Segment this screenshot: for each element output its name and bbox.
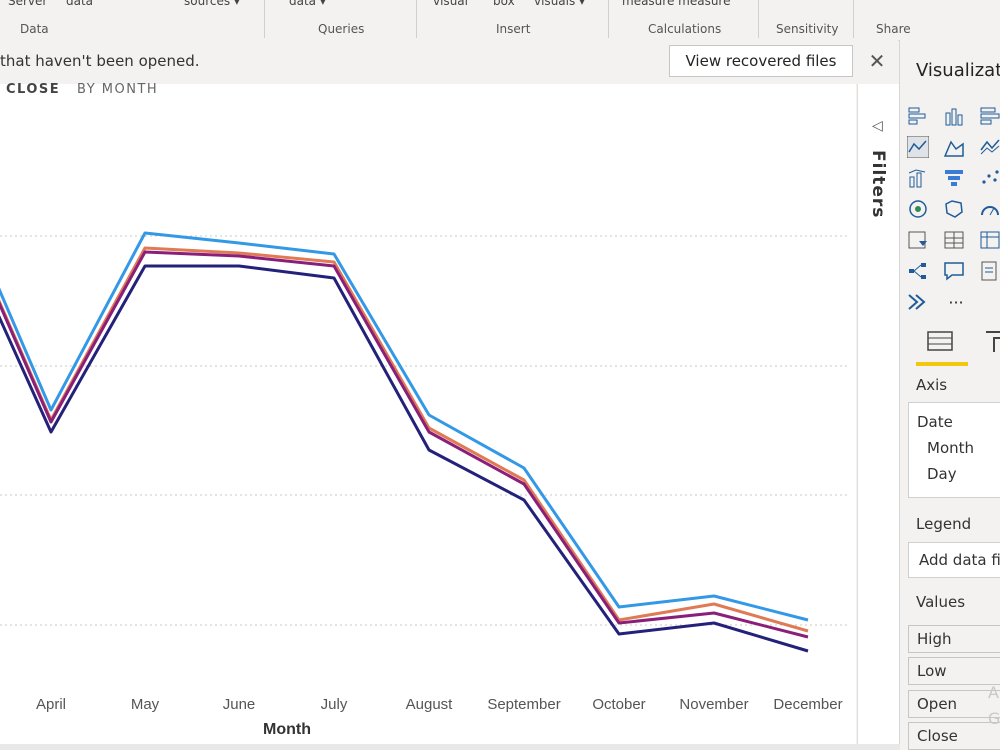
x-tick-label: November [679,696,748,713]
ribbon-group-sensitivity: Sensitivity [776,22,839,36]
stacked-bar-icon[interactable] [906,104,930,128]
globe-map-icon[interactable] [906,197,930,221]
axis-label: Axis [916,376,948,394]
value-field-high[interactable]: High [908,625,1000,653]
x-tick-label: December [773,696,842,713]
clustered-column-icon[interactable] [942,104,966,128]
x-tick-label: September [487,696,560,713]
values-label: Values [916,593,966,611]
ribbon-separator [758,0,759,38]
x-tick-label: October [592,696,645,713]
power-automate-icon[interactable] [906,290,930,314]
ribbon-separator [264,0,265,38]
ribbon-group-data: Data [20,22,49,36]
filled-map-icon[interactable] [942,197,966,221]
legend-placeholder: Add data fields here [919,551,1000,569]
x-tick-label: May [131,696,160,713]
view-recovered-files-button[interactable]: View recovered files [669,45,853,77]
ribbon-group-calculations: Calculations [648,22,722,36]
visualizations-pane: Visualizations ··· Axis Date Month Day L… [899,40,1000,750]
ribbon-new-visual[interactable]: visual [433,0,468,8]
ribbon-separator [416,0,417,38]
x-axis-title: Month [263,721,311,738]
format-tab-icon[interactable] [984,328,1000,360]
x-tick-label: June [223,696,256,713]
gauge-icon[interactable] [978,197,1000,221]
table-icon[interactable] [942,228,966,252]
report-canvas[interactable]: April May June July August September October No… [0,84,856,744]
filters-label[interactable]: Filters [868,150,888,219]
close-icon[interactable]: ✕ [868,49,886,73]
series-line-low[interactable] [0,264,809,653]
ribbon: Server data sources ▾ data ▾ visual box … [0,0,1000,41]
funnel-icon[interactable] [942,166,966,190]
filters-pane[interactable]: ◁ Filters [857,84,900,744]
ribbon-data[interactable]: data [66,0,94,8]
bottom-bar [0,744,900,750]
ribbon-sql-server[interactable]: Server [8,0,48,8]
recovery-message: that haven't been opened. [0,52,200,70]
ribbon-new-measure[interactable]: measure measure [622,0,731,8]
qna-icon[interactable] [942,259,966,283]
value-field-open[interactable]: Open [908,690,1000,718]
more-visuals-icon[interactable]: ··· [948,292,964,312]
clustered-bar-icon[interactable] [978,104,1000,128]
ribbon-recent-sources[interactable]: sources ▾ [184,0,240,8]
ribbon-more-visuals[interactable]: visuals ▾ [534,0,586,8]
line-chart[interactable]: April May June July August September October No… [0,84,856,744]
legend-label: Legend [916,515,972,533]
decomposition-tree-icon[interactable] [906,259,930,283]
ribbon-text-box[interactable]: box [493,0,515,8]
ribbon-group-insert: Insert [496,22,531,36]
line-column-icon[interactable] [906,166,930,190]
value-field-low[interactable]: Low [908,657,1000,685]
stacked-area-icon[interactable] [978,135,1000,159]
smart-narrative-icon[interactable] [978,259,1000,283]
line-chart-icon[interactable] [906,135,930,159]
ribbon-group-share: Share [876,22,911,36]
chart-title-close: CLOSE [6,82,61,97]
ribbon-transform-data[interactable]: data ▾ [289,0,326,8]
axis-field-month[interactable]: Month [927,439,975,457]
filter-icon[interactable]: ◁ [872,118,883,134]
fields-tab-underline [916,362,968,366]
axis-field-day[interactable]: Day [927,465,957,483]
area-chart-icon[interactable] [942,135,966,159]
axis-field-date[interactable]: Date [917,413,953,431]
chart-title-by-month: BY MONTH [77,82,159,97]
matrix-icon[interactable] [978,228,1000,252]
x-tick-label: August [406,696,454,713]
visualizations-title: Visualizations [916,60,1000,81]
value-field-close[interactable]: Close [908,722,1000,750]
x-tick-label: July [321,696,348,713]
series-line-high[interactable] [0,231,809,622]
series-line-close[interactable] [0,250,809,639]
fields-tab-icon[interactable] [926,328,954,360]
activate-watermark: A G [988,683,1000,728]
axis-well[interactable]: Date Month Day [908,402,1000,498]
ribbon-separator [608,0,609,38]
slicer-icon[interactable] [906,228,930,252]
ribbon-group-queries: Queries [318,22,365,36]
ribbon-separator [853,0,854,38]
legend-well[interactable]: Add data fields here [908,542,1000,578]
scatter-icon[interactable] [978,166,1000,190]
x-tick-label: April [36,696,66,713]
